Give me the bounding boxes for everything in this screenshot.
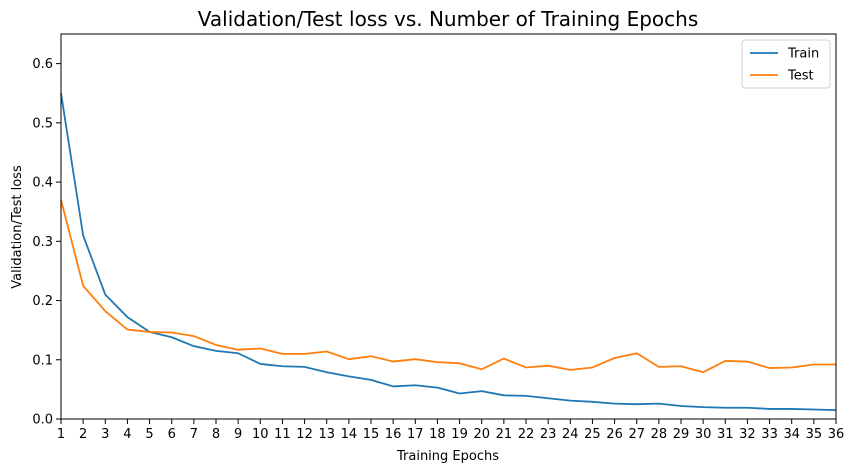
- x-tick-label: 13: [318, 427, 335, 442]
- x-tick-label: 21: [496, 427, 513, 442]
- x-tick-label: 11: [274, 427, 291, 442]
- chart-title: Validation/Test loss vs. Number of Train…: [198, 7, 698, 31]
- x-tick-label: 28: [651, 427, 668, 442]
- x-tick-label: 15: [363, 427, 380, 442]
- x-tick-label: 25: [584, 427, 601, 442]
- series-line-test: [60, 199, 836, 374]
- x-tick-label: 30: [695, 427, 712, 442]
- y-tick-label: 0.2: [32, 294, 53, 309]
- x-tick-label: 16: [385, 427, 402, 442]
- x-tick-label: 35: [806, 427, 823, 442]
- x-tick-label: 24: [562, 427, 579, 442]
- x-tick-label: 4: [123, 427, 131, 442]
- x-tick-label: 19: [451, 427, 468, 442]
- x-tick-label: 22: [518, 427, 535, 442]
- legend-label-train: Train: [787, 47, 819, 62]
- y-tick-label: 0.0: [32, 413, 53, 428]
- x-tick-label: 17: [407, 427, 424, 442]
- x-tick-label: 9: [234, 427, 242, 442]
- x-tick-label: 36: [828, 427, 845, 442]
- y-axis-label: Validation/Test loss: [10, 165, 25, 289]
- x-tick-label: 31: [717, 427, 734, 442]
- x-tick-label: 20: [473, 427, 490, 442]
- plot-frame: [60, 33, 837, 420]
- x-tick-label: 27: [628, 427, 645, 442]
- x-tick-label: 14: [341, 427, 358, 442]
- x-axis-label: Training Epochs: [396, 449, 499, 464]
- x-tick-label: 18: [429, 427, 446, 442]
- legend-box: [741, 39, 831, 89]
- x-tick-label: 6: [168, 427, 176, 442]
- x-tick-label: 23: [540, 427, 557, 442]
- x-tick-label: 7: [190, 427, 198, 442]
- y-tick-label: 0.3: [32, 235, 53, 250]
- x-tick-label: 2: [79, 427, 87, 442]
- x-tick-label: 5: [145, 427, 153, 442]
- x-tick-label: 12: [296, 427, 313, 442]
- x-tick-label: 10: [252, 427, 269, 442]
- x-tick-label: 33: [761, 427, 778, 442]
- y-tick-label: 0.4: [32, 176, 53, 191]
- x-tick-label: 3: [101, 427, 109, 442]
- y-tick-label: 0.6: [32, 57, 53, 72]
- x-tick-label: 1: [57, 427, 65, 442]
- x-tick-label: 26: [606, 427, 623, 442]
- y-tick-label: 0.5: [32, 116, 53, 131]
- x-tick-label: 8: [212, 427, 220, 442]
- legend-label-test: Test: [787, 69, 814, 84]
- plot-area: 1 2 3 4 5 6 7 8 9 10 11 12 13 14 15 16 17 18 19 20 21 22 23 24 2…: [32, 33, 845, 442]
- x-tick-label: 32: [739, 427, 756, 442]
- x-tick-label: 29: [673, 427, 690, 442]
- x-tick-label: 34: [783, 427, 800, 442]
- series-line-train: [60, 93, 837, 412]
- y-tick-label: 0.1: [32, 353, 53, 368]
